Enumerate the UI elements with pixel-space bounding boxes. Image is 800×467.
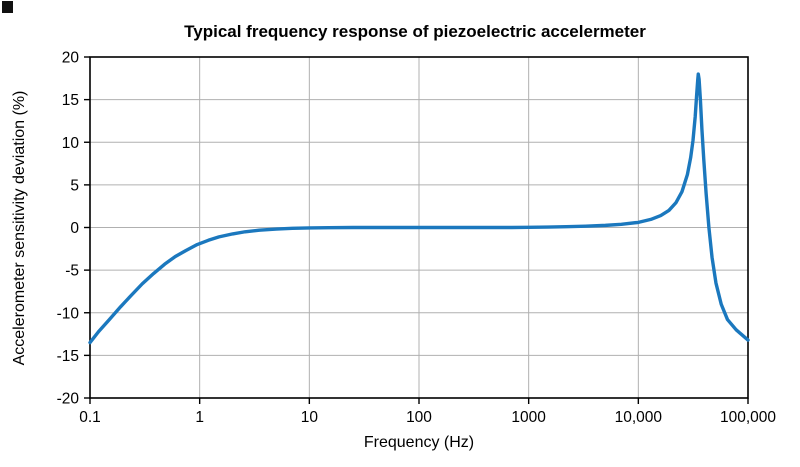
plot-frame <box>89 56 749 399</box>
x-tick-label: 0.1 <box>79 409 101 426</box>
axis-ticks <box>84 56 749 404</box>
chart-title: Typical frequency response of piezoelect… <box>184 22 646 41</box>
frequency-response-line <box>88 72 750 345</box>
y-tick-label: -15 <box>57 348 79 365</box>
y-tick-label: -20 <box>57 391 80 408</box>
x-tick-label: 100,000 <box>720 409 776 426</box>
y-tick-label: 20 <box>62 50 80 67</box>
tick-labels: 0.1 1 10 100 1000 10,000 100,000 -20 -15 -10 -5 0 5 1… <box>57 50 777 427</box>
corner-mark <box>2 1 13 13</box>
y-axis-label: Accelerometer sensitivity deviation (%) <box>11 90 28 366</box>
y-tick-label: 5 <box>70 177 79 194</box>
x-axis-label: Frequency (Hz) <box>363 434 475 451</box>
x-tick-label: 1000 <box>511 409 546 426</box>
y-tick-label: 0 <box>70 220 79 237</box>
gridlines <box>89 56 749 399</box>
x-tick-label: 100 <box>406 409 432 426</box>
y-tick-label: -10 <box>57 305 80 322</box>
x-tick-label: 10,000 <box>615 409 663 426</box>
y-tick-label: 15 <box>62 92 79 109</box>
x-tick-label: 10 <box>301 409 319 426</box>
y-tick-label: -5 <box>65 263 79 280</box>
x-tick-label: 1 <box>195 409 204 426</box>
y-tick-label: 10 <box>62 135 80 152</box>
